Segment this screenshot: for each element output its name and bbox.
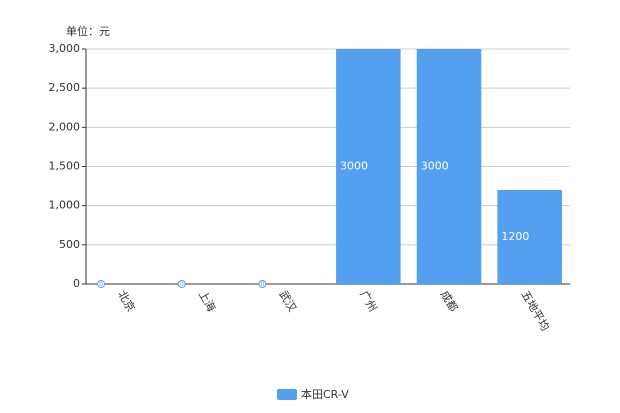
unit-label: 单位：元	[66, 24, 110, 38]
x-tick-label: 北京	[115, 288, 138, 314]
data-label: 1200	[501, 230, 529, 243]
x-tick-label: 武汉	[276, 289, 298, 315]
legend-swatch	[277, 389, 297, 400]
zero-marker	[97, 280, 106, 288]
data-label: 3000	[340, 160, 368, 173]
data-label: 0	[180, 281, 184, 288]
data-label: 0	[99, 281, 103, 288]
legend-label: 本田CR-V	[301, 387, 349, 401]
y-tick-label: 1,000	[49, 199, 81, 212]
y-tick-label: 0	[73, 277, 80, 290]
y-tick-label: 1,500	[49, 160, 81, 173]
y-tick-label: 2,500	[49, 81, 81, 94]
bar	[416, 49, 482, 284]
x-tick-label: 广州	[357, 289, 379, 315]
y-tick-label: 3,000	[49, 42, 81, 55]
zero-marker	[177, 280, 186, 288]
x-tick-label: 五地平均	[518, 289, 551, 334]
y-tick-label: 2,000	[49, 120, 81, 133]
x-tick-label: 上海	[196, 288, 219, 314]
data-label: 0	[260, 281, 264, 288]
x-tick-label: 成都	[438, 289, 460, 315]
data-label: 3000	[421, 160, 449, 173]
zero-marker	[258, 280, 267, 288]
bar	[497, 190, 562, 284]
bar	[336, 49, 401, 284]
y-tick-label: 500	[59, 238, 80, 251]
